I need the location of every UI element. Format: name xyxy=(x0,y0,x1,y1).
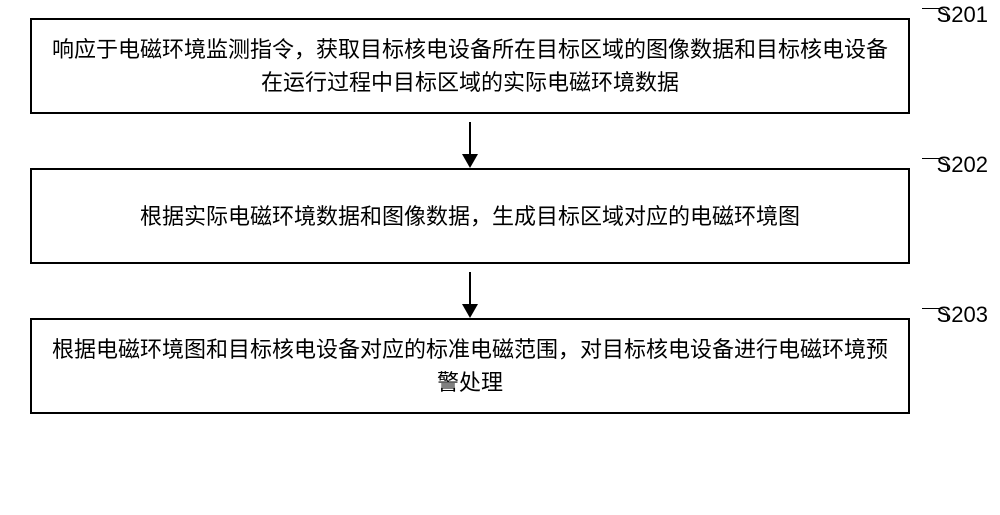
arrow-s201-s202 xyxy=(30,114,910,168)
arrow-head-icon xyxy=(462,304,478,318)
step-label-s201: S201 xyxy=(937,2,988,28)
step-box-s202: 根据实际电磁环境数据和图像数据，生成目标区域对应的电磁环境图 xyxy=(30,168,910,264)
flowchart-container: S201 响应于电磁环境监测指令，获取目标核电设备所在目标区域的图像数据和目标核… xyxy=(30,18,970,414)
step-s203: S203 根据电磁环境图和目标核电设备对应的标准电磁范围，对目标核电设备进行电磁… xyxy=(30,318,970,414)
step-s202: S202 根据实际电磁环境数据和图像数据，生成目标区域对应的电磁环境图 xyxy=(30,168,970,264)
step-text-s203: 根据电磁环境图和目标核电设备对应的标准电磁范围，对目标核电设备进行电磁环境预警处… xyxy=(50,333,890,399)
arrow-head-icon xyxy=(462,154,478,168)
arrow-s202-s203 xyxy=(30,264,910,318)
step-text-s202: 根据实际电磁环境数据和图像数据，生成目标区域对应的电磁环境图 xyxy=(140,200,800,233)
step-label-s203: S203 xyxy=(937,302,988,328)
step-box-s201: 响应于电磁环境监测指令，获取目标核电设备所在目标区域的图像数据和目标核电设备在运… xyxy=(30,18,910,114)
step-box-s203: 根据电磁环境图和目标核电设备对应的标准电磁范围，对目标核电设备进行电磁环境预警处… xyxy=(30,318,910,414)
step-text-s201: 响应于电磁环境监测指令，获取目标核电设备所在目标区域的图像数据和目标核电设备在运… xyxy=(50,33,890,99)
step-label-s202: S202 xyxy=(937,152,988,178)
step-s201: S201 响应于电磁环境监测指令，获取目标核电设备所在目标区域的图像数据和目标核… xyxy=(30,18,970,114)
